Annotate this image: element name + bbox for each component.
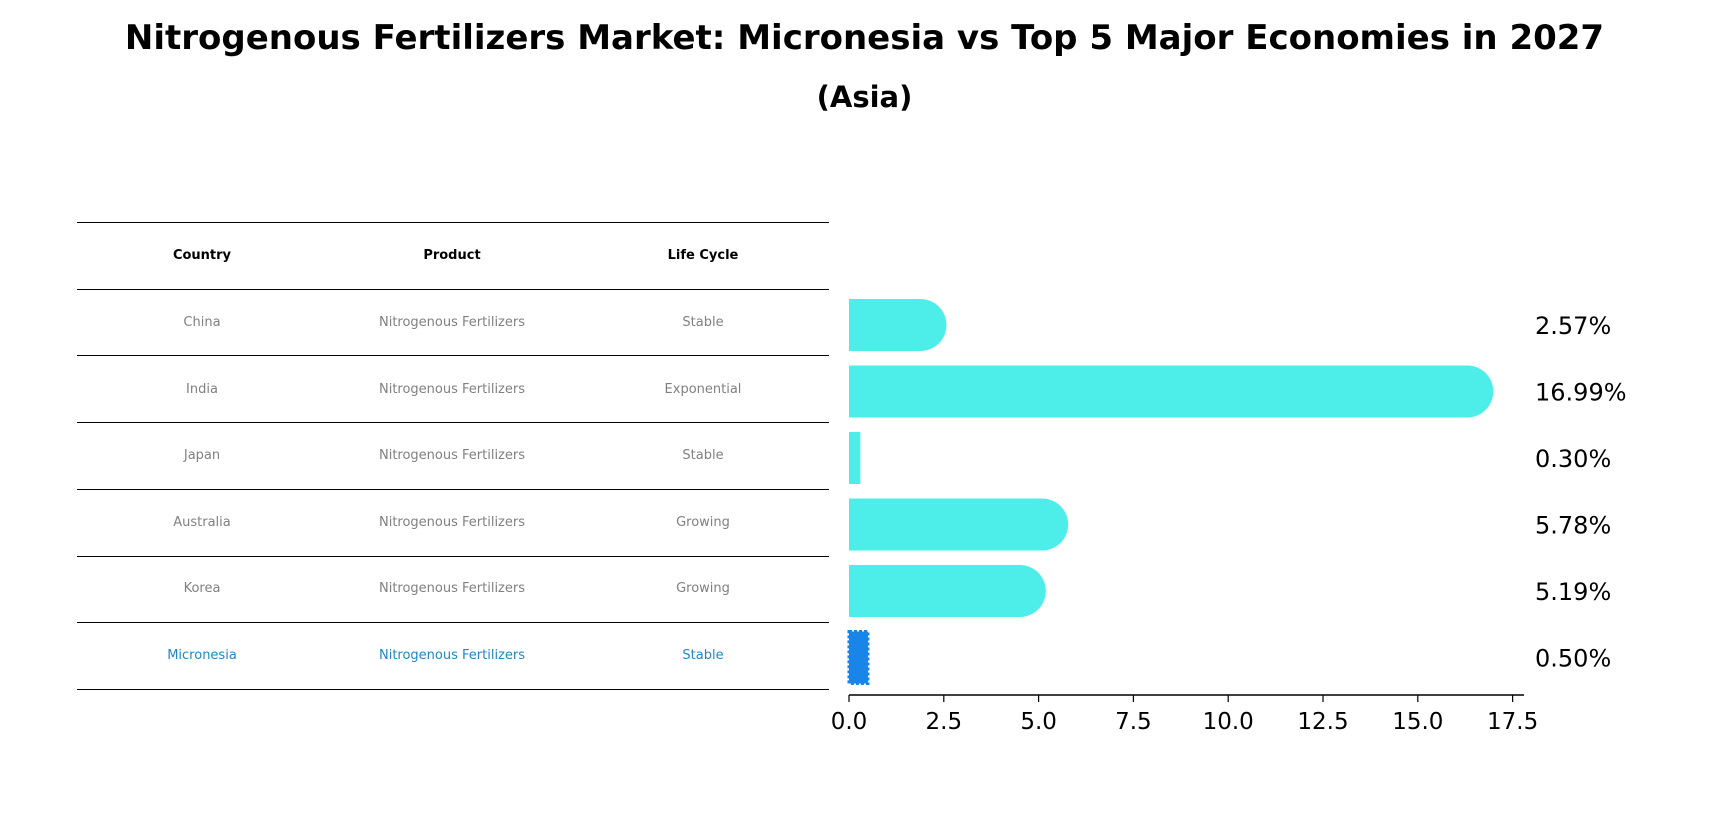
bar-group [847,630,870,685]
x-tick-label: 15.0 [1392,709,1443,735]
cell-country: Micronesia [167,647,237,663]
bar-value-label: 5.19% [1535,578,1611,606]
bar-value-label: 2.57% [1535,312,1611,340]
bar [847,630,870,685]
table-header-rule [77,289,829,290]
bar [849,432,861,484]
cell-country: China [183,314,221,330]
x-tick-label: 5.0 [1020,709,1057,735]
bar [849,498,1069,551]
cell-life-cycle: Growing [676,580,730,596]
cell-country: India [186,381,218,397]
chart-subtitle: (Asia) [816,80,913,114]
table-row-rule [77,556,829,557]
bar-value-label: 0.30% [1535,445,1611,473]
bar-group [849,299,947,351]
header-life-cycle: Life Cycle [667,247,739,263]
x-tick-label: 0.0 [831,709,868,735]
cell-product: Nitrogenous Fertilizers [378,580,525,596]
x-tick-label: 17.5 [1487,709,1538,735]
bar-value-label: 0.50% [1535,645,1611,673]
bar-group [849,565,1046,617]
cell-life-cycle: Stable [682,647,724,663]
cell-life-cycle: Stable [682,314,724,330]
bar [849,299,947,351]
bar [849,365,1494,418]
table-row-rule [77,489,829,490]
cell-country: Korea [183,580,221,596]
bar-group [849,498,1069,551]
bar [849,565,1046,617]
cell-product: Nitrogenous Fertilizers [378,447,525,463]
cell-life-cycle: Stable [682,447,724,463]
cell-life-cycle: Exponential [664,381,742,397]
cell-product: Nitrogenous Fertilizers [378,381,525,397]
table-row-rule [77,422,829,423]
header-product: Product [423,247,481,263]
x-tick-label: 10.0 [1203,709,1254,735]
x-tick-label: 2.5 [926,709,963,735]
cell-country: Japan [183,447,221,463]
header-country: Country [172,247,232,263]
x-tick-label: 7.5 [1115,709,1152,735]
bar-value-label: 16.99% [1535,379,1627,407]
cell-product: Nitrogenous Fertilizers [378,314,525,330]
x-tick-label: 12.5 [1297,709,1348,735]
cell-product: Nitrogenous Fertilizers [378,647,525,663]
chart-title: Nitrogenous Fertilizers Market: Micrones… [124,18,1605,58]
table-bottom-rule [77,689,829,690]
bar-group [849,365,1494,418]
cell-country: Australia [173,514,231,530]
table-row-rule [77,622,829,623]
bar-value-label: 5.78% [1535,512,1611,540]
table-row-rule [77,355,829,356]
bar-group [849,432,861,484]
cell-product: Nitrogenous Fertilizers [378,514,525,530]
table-top-rule [77,222,829,223]
cell-life-cycle: Growing [676,514,730,530]
